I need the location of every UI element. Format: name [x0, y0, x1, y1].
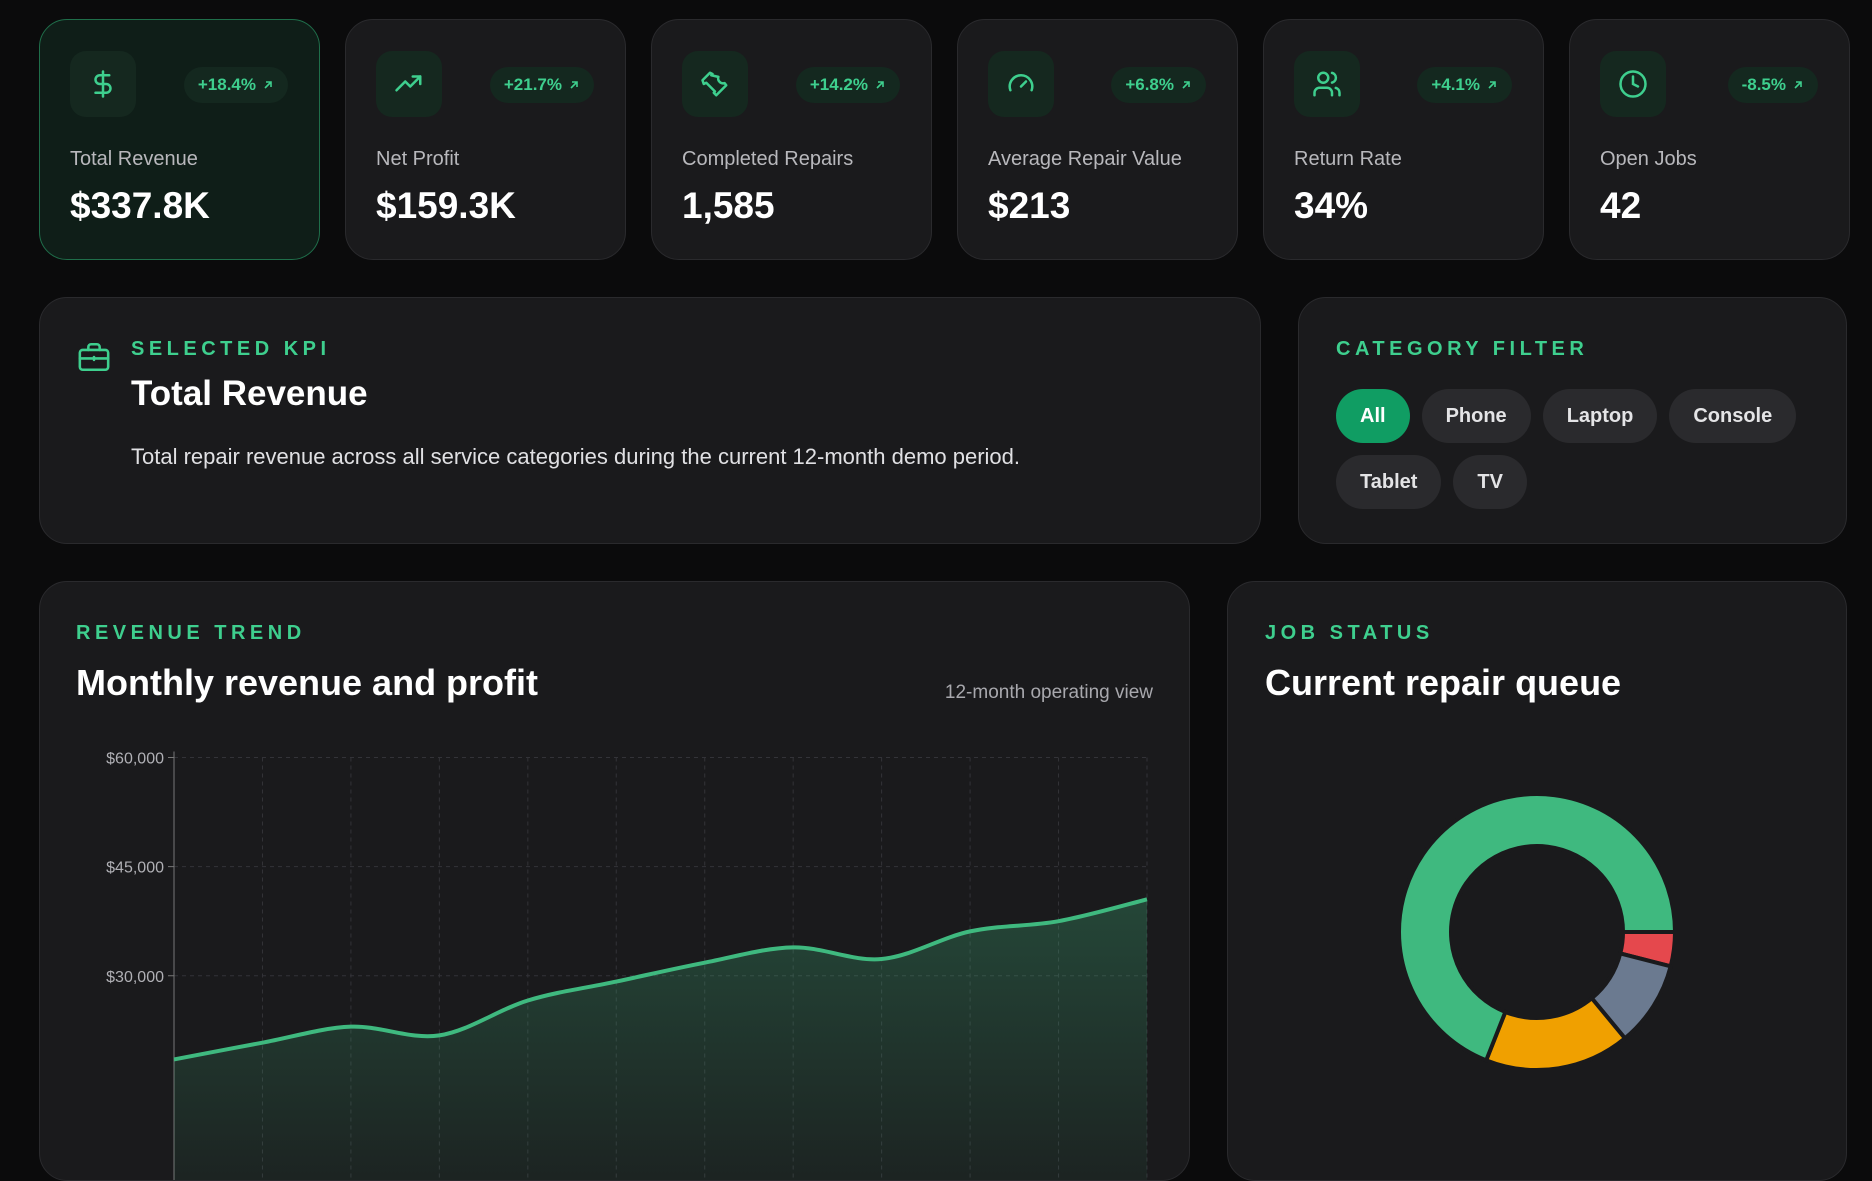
filter-card: CATEGORY FILTER All Phone Laptop Console Tab…: [1298, 297, 1847, 544]
change: +4.1%: [1431, 75, 1480, 94]
kpi-card[interactable]: +6.8% Average Repair Value $213: [957, 19, 1238, 260]
kpi-value: $337.8K: [70, 185, 210, 226]
change: +6.8%: [1125, 75, 1174, 94]
y-tick-label: $30,000: [106, 969, 164, 986]
y-tick-label: $60,000: [106, 751, 164, 768]
change: -8.5%: [1741, 75, 1786, 94]
change-badge: +14.2%: [795, 67, 900, 103]
change: +14.2%: [809, 75, 868, 94]
kpi-value: $159.3K: [376, 185, 516, 226]
kpi-value: 34%: [1294, 185, 1369, 226]
icon: [682, 51, 748, 117]
donut-segment: [1397, 792, 1678, 1063]
pill-list: All Phone Laptop Console Tablet TV: [1336, 389, 1826, 509]
eyebrow: CATEGORY FILTER: [1336, 338, 1589, 360]
selected-title: Total Revenue: [131, 374, 368, 413]
kpi-label: Net Profit: [376, 148, 460, 170]
change-badge: -8.5%: [1727, 67, 1818, 103]
selected-kpi-card: SELECTED KPI Total Revenue Total repair …: [39, 297, 1261, 544]
filter-pill[interactable]: Phone: [1421, 389, 1531, 443]
change: +18.4%: [197, 75, 256, 94]
change-badge: +18.4%: [183, 67, 288, 103]
briefcase-icon: [78, 342, 110, 372]
change-badge: +21.7%: [489, 67, 594, 103]
filter-pill[interactable]: Laptop: [1542, 389, 1658, 443]
kpi-card[interactable]: -8.5% Open Jobs 42: [1569, 19, 1850, 260]
kpi-card[interactable]: +18.4% Total Revenue $337.8K: [39, 19, 320, 260]
y-tick-label: $45,000: [106, 860, 164, 877]
area: [174, 899, 1147, 1180]
eyebrow: REVENUE TREND: [76, 622, 306, 644]
icon: [1600, 51, 1666, 117]
kpi-value: 42: [1600, 185, 1642, 226]
eyebrow: SELECTED KPI: [131, 338, 331, 360]
icon: [376, 51, 442, 117]
kpi-value: $213: [988, 185, 1071, 226]
change-badge: +4.1%: [1417, 67, 1512, 103]
eyebrow: JOB STATUS: [1265, 622, 1434, 644]
kpi-label: Completed Repairs: [682, 148, 854, 170]
kpi-label: Return Rate: [1294, 148, 1402, 170]
change-badge: +6.8%: [1111, 67, 1206, 103]
donut-chart: [1397, 792, 1678, 1072]
filter-pill[interactable]: TV: [1453, 455, 1527, 509]
chart-title: Current repair queue: [1265, 662, 1622, 703]
line: [173, 897, 1148, 1062]
kpi-value: 1,585: [682, 185, 775, 226]
kpi-label: Total Revenue: [70, 148, 198, 170]
chart-card: REVENUE TREND Monthly revenue and profit…: [39, 581, 1190, 1181]
kpi-label: Open Jobs: [1600, 148, 1697, 170]
chart-subtitle: 12-month operating view: [944, 682, 1153, 703]
icon: [1294, 51, 1360, 117]
icon: [70, 51, 136, 117]
filter-pill[interactable]: Console: [1669, 389, 1797, 443]
filter-pill[interactable]: Tablet: [1336, 455, 1442, 509]
donut-card: JOB STATUS Current repair queue: [1227, 581, 1847, 1181]
chart-title: Monthly revenue and profit: [76, 662, 539, 703]
kpi-card[interactable]: +14.2% Completed Repairs 1,585: [651, 19, 932, 260]
kpi-card[interactable]: +21.7% Net Profit $159.3K: [345, 19, 626, 260]
kpi-label: Average Repair Value: [988, 148, 1182, 170]
dashboard: +18.4% Total Revenue $337.8K +21.7% Net …: [39, 19, 1850, 1181]
kpi-card[interactable]: +4.1% Return Rate 34%: [1263, 19, 1544, 260]
description: Total repair revenue across all service …: [131, 444, 1021, 469]
icon: [988, 51, 1054, 117]
filter-pill[interactable]: All: [1336, 389, 1410, 443]
change: +21.7%: [503, 75, 562, 94]
